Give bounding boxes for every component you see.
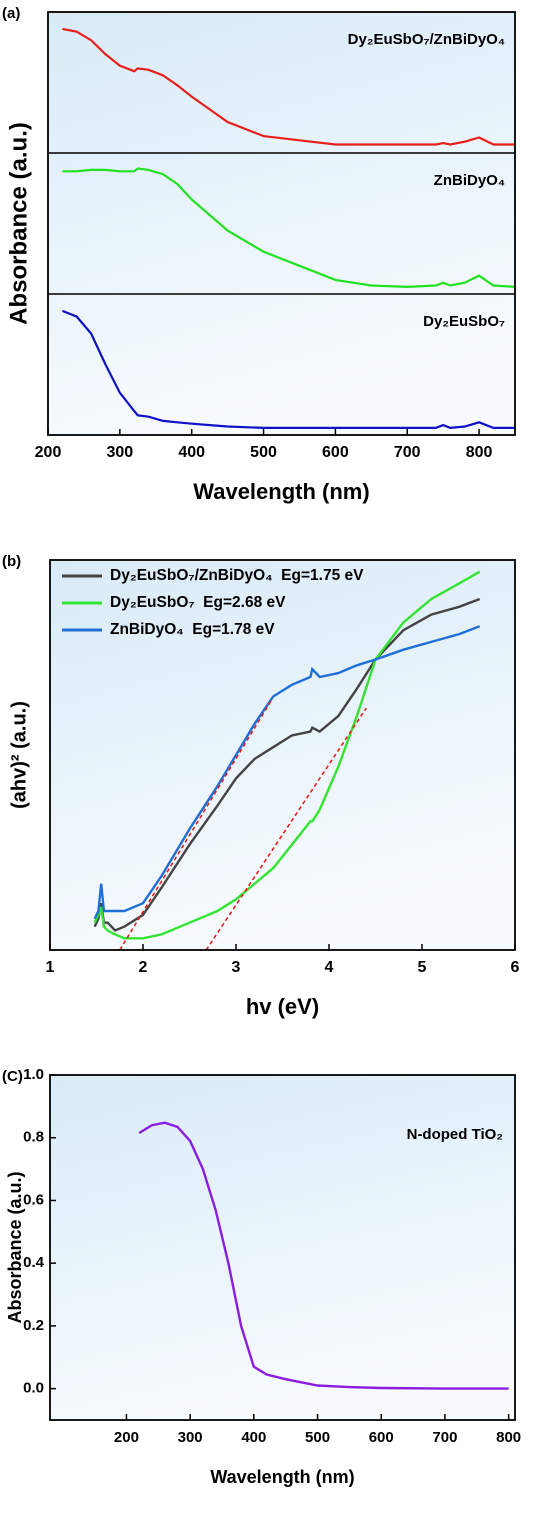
series-line (62, 27, 515, 146)
series-line (62, 167, 516, 289)
y-axis-title: Absorbance (a.u.) (5, 1171, 25, 1323)
plot-frame (49, 559, 516, 951)
series-line (93, 625, 481, 920)
x-tick-label: 1 (46, 959, 55, 976)
legend-label: ZnBiDyO₄ Eg=1.78 eV (110, 621, 275, 638)
y-axis-title: (ahv)² (a.u.) (8, 701, 30, 809)
x-tick-label: 5 (418, 959, 427, 976)
y-tick-label: 1.0 (23, 1066, 44, 1083)
legend-label: Dy₂EuSbO₇/ZnBiDyO₄ Eg=1.75 eV (110, 567, 364, 584)
x-tick-label: 500 (250, 444, 277, 461)
plot-frame (47, 11, 516, 436)
plot-frame (49, 1074, 516, 1421)
plot-background (50, 1075, 515, 1420)
x-tick-label: 200 (114, 1429, 139, 1446)
series-label: Dy₂EuSbO₇/ZnBiDyO₄ (348, 31, 505, 48)
series-label: Dy₂EuSbO₇ (423, 313, 505, 330)
x-tick-label: 600 (369, 1429, 394, 1446)
series-line (61, 309, 515, 430)
x-tick-label: 800 (466, 444, 493, 461)
x-tick-label: 3 (232, 959, 241, 976)
x-axis-title: hv (eV) (246, 994, 319, 1019)
y-axis-title: Absorbance (a.u.) (5, 122, 32, 325)
x-tick-label: 300 (106, 444, 133, 461)
x-tick-label: 2 (139, 959, 148, 976)
y-tick-label: 0.6 (23, 1191, 44, 1208)
x-tick-label: 4 (325, 959, 334, 976)
x-axis-title: Wavelength (nm) (193, 479, 369, 504)
panel-label: (C) (2, 1068, 23, 1085)
panel-label: (b) (2, 553, 21, 570)
series-line (138, 1121, 509, 1390)
x-tick-label: 400 (178, 444, 205, 461)
legend-label: Dy₂EuSbO₇ Eg=2.68 eV (110, 594, 286, 611)
x-tick-label: 200 (35, 444, 62, 461)
panel-label: (a) (2, 5, 20, 22)
y-tick-label: 0.8 (23, 1129, 44, 1146)
x-tick-label: 700 (432, 1429, 457, 1446)
x-tick-label: 400 (241, 1429, 266, 1446)
y-tick-label: 0.0 (23, 1380, 44, 1397)
x-tick-label: 300 (178, 1429, 203, 1446)
x-tick-label: 6 (511, 959, 520, 976)
y-tick-label: 0.4 (23, 1254, 45, 1271)
x-tick-label: 800 (496, 1429, 521, 1446)
x-axis-title: Wavelength (nm) (210, 1467, 354, 1487)
y-tick-label: 0.2 (23, 1317, 44, 1334)
x-tick-label: 700 (394, 444, 421, 461)
fit-line (205, 707, 367, 951)
x-tick-label: 500 (305, 1429, 330, 1446)
plot-background (48, 12, 515, 435)
series-label: N-doped TiO₂ (407, 1126, 503, 1143)
series-label: ZnBiDyO₄ (434, 172, 505, 189)
x-tick-label: 600 (322, 444, 349, 461)
plot-background (50, 560, 515, 950)
